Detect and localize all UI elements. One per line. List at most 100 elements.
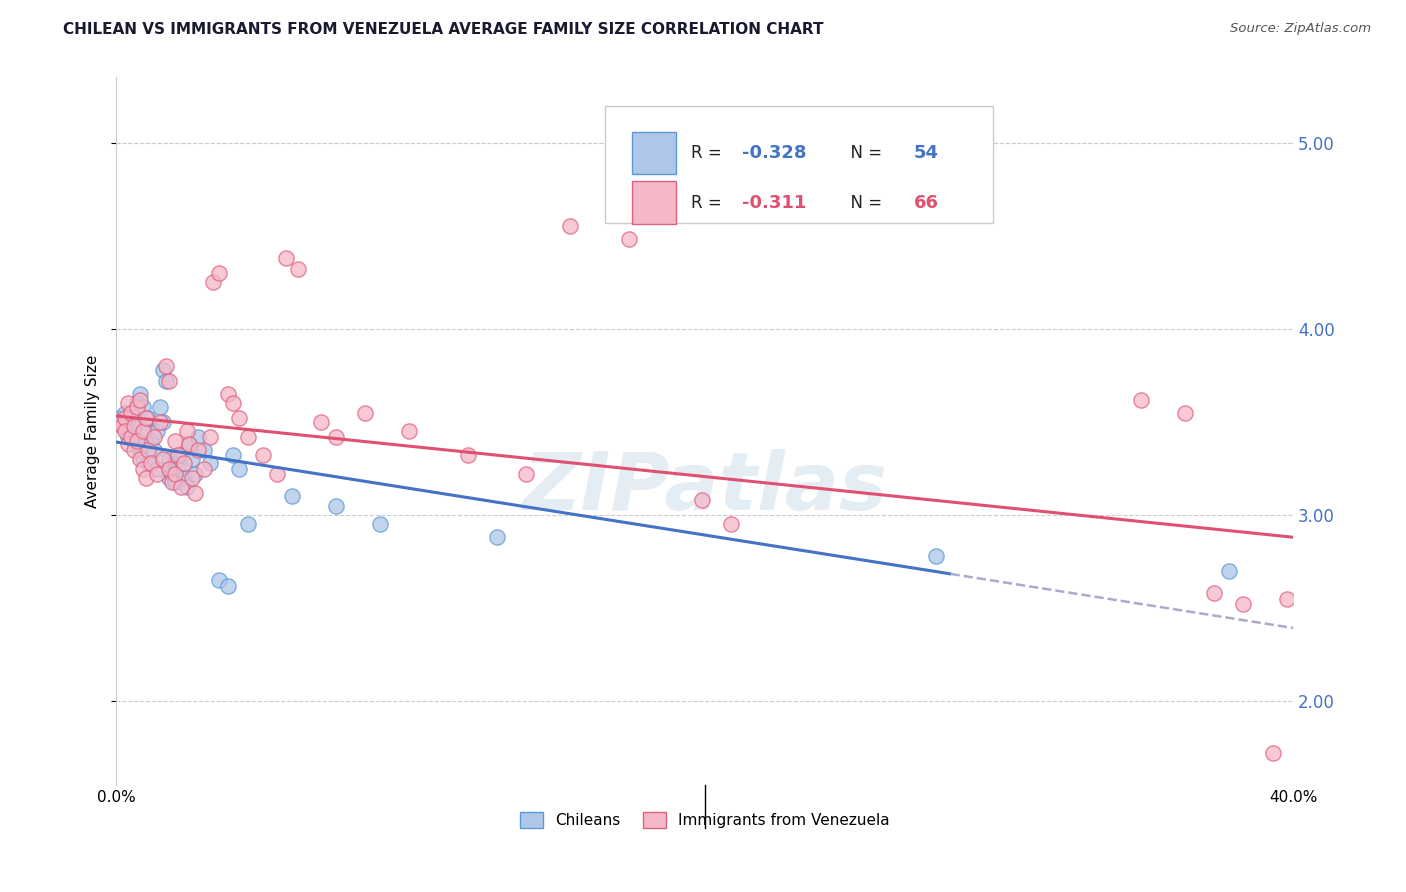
Point — [143, 442, 166, 457]
Point — [143, 430, 166, 444]
Point — [1275, 591, 1298, 606]
Point — [149, 415, 172, 429]
Point — [309, 415, 332, 429]
Point — [925, 549, 948, 563]
Point — [152, 452, 174, 467]
Point — [128, 452, 150, 467]
Point — [131, 461, 153, 475]
Point — [181, 452, 204, 467]
Point — [325, 499, 347, 513]
Point — [325, 430, 347, 444]
Point — [125, 437, 148, 451]
Point — [236, 517, 259, 532]
Point — [111, 415, 134, 429]
Point — [108, 411, 131, 425]
Text: -0.311: -0.311 — [742, 194, 807, 211]
Point — [166, 449, 188, 463]
Point — [131, 400, 153, 414]
Point — [1261, 747, 1284, 761]
Point — [131, 424, 153, 438]
Point — [146, 467, 169, 481]
Point — [117, 415, 139, 429]
Point — [117, 430, 139, 444]
Point — [120, 406, 142, 420]
Point — [128, 387, 150, 401]
Point — [152, 363, 174, 377]
Point — [160, 467, 183, 481]
Point — [120, 430, 142, 444]
Point — [122, 418, 145, 433]
Point — [122, 442, 145, 457]
Point — [128, 392, 150, 407]
Point — [135, 411, 157, 425]
Point — [193, 461, 215, 475]
Text: 54: 54 — [914, 145, 939, 162]
Point — [1174, 406, 1197, 420]
Point — [170, 480, 193, 494]
Point — [155, 359, 177, 373]
Point — [163, 456, 186, 470]
Point — [122, 434, 145, 448]
Point — [125, 396, 148, 410]
Point — [176, 424, 198, 438]
Point — [163, 475, 186, 489]
Point — [114, 424, 136, 438]
Point — [1232, 598, 1254, 612]
Text: R =: R = — [690, 145, 727, 162]
Point — [138, 456, 160, 470]
Point — [354, 406, 377, 420]
Point — [222, 396, 245, 410]
Point — [173, 456, 195, 470]
Point — [163, 467, 186, 481]
Legend: Chileans, Immigrants from Venezuela: Chileans, Immigrants from Venezuela — [513, 805, 896, 834]
Point — [176, 480, 198, 494]
Point — [163, 434, 186, 448]
Point — [117, 396, 139, 410]
Point — [184, 485, 207, 500]
Point — [236, 430, 259, 444]
Text: 66: 66 — [914, 194, 939, 211]
Point — [138, 411, 160, 425]
Point — [149, 400, 172, 414]
Text: N =: N = — [839, 194, 887, 211]
Text: Source: ZipAtlas.com: Source: ZipAtlas.com — [1230, 22, 1371, 36]
Point — [266, 467, 288, 481]
Point — [179, 437, 201, 451]
Point — [138, 442, 160, 457]
Point — [173, 471, 195, 485]
Text: N =: N = — [839, 145, 887, 162]
Point — [281, 490, 304, 504]
Text: R =: R = — [690, 194, 731, 211]
Point — [1129, 392, 1152, 407]
Point — [108, 415, 131, 429]
Point — [146, 424, 169, 438]
Point — [187, 442, 209, 457]
Point — [287, 262, 309, 277]
Point — [157, 471, 180, 485]
Y-axis label: Average Family Size: Average Family Size — [86, 355, 100, 508]
Point — [217, 579, 239, 593]
Point — [166, 461, 188, 475]
Point — [187, 430, 209, 444]
Bar — [631, 132, 676, 175]
Point — [125, 434, 148, 448]
Point — [114, 418, 136, 433]
Point — [170, 449, 193, 463]
Point — [720, 517, 742, 532]
Point — [208, 573, 231, 587]
Point — [157, 452, 180, 467]
Point — [141, 434, 163, 448]
Point — [222, 449, 245, 463]
Point — [160, 475, 183, 489]
Point — [193, 442, 215, 457]
Text: ZIPatlas: ZIPatlas — [522, 449, 887, 527]
Point — [368, 517, 391, 532]
Point — [141, 456, 163, 470]
Bar — [631, 181, 676, 224]
Point — [131, 452, 153, 467]
Point — [157, 461, 180, 475]
Point — [485, 530, 508, 544]
Point — [152, 415, 174, 429]
Point — [128, 442, 150, 457]
Point — [111, 418, 134, 433]
